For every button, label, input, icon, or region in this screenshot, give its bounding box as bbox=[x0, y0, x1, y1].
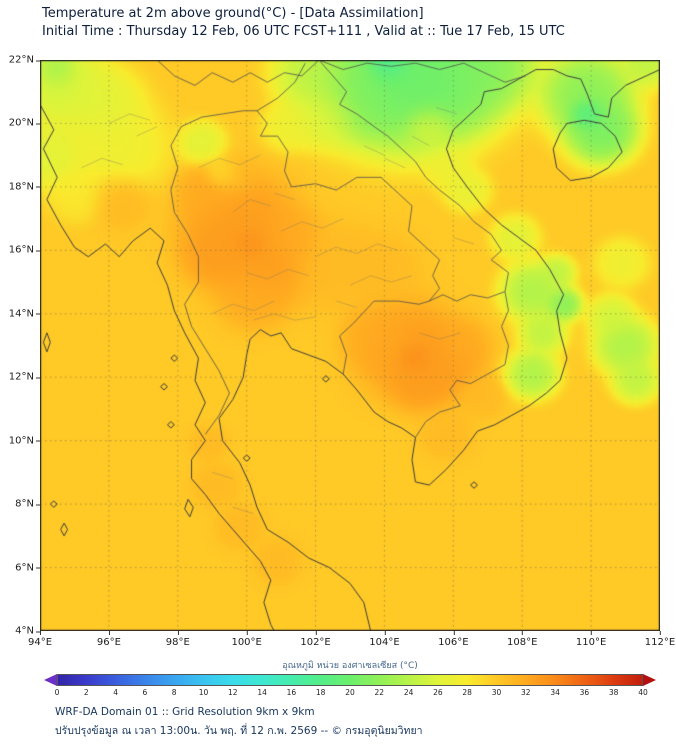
colorbar-tick-label: 14 bbox=[257, 688, 267, 697]
colorbar-tick-label: 4 bbox=[113, 688, 118, 697]
lon-axis-label: 102°E bbox=[300, 631, 331, 648]
lat-axis-label: 4°N bbox=[0, 626, 40, 637]
colorbar-tick-label: 36 bbox=[579, 688, 590, 697]
colorbar-tick-label: 12 bbox=[228, 688, 238, 697]
lon-axis-label: 96°E bbox=[96, 631, 121, 648]
lat-axis-label: 8°N bbox=[0, 499, 40, 510]
lon-axis-label: 104°E bbox=[369, 631, 400, 648]
colorbar-tick-label: 8 bbox=[171, 688, 177, 697]
colorbar-tick-label: 30 bbox=[491, 688, 502, 697]
colorbar-tick-label: 16 bbox=[286, 688, 297, 697]
lon-axis-label: 94°E bbox=[27, 631, 53, 648]
colorbar-tick-label: 6 bbox=[142, 688, 148, 697]
lat-axis-label: 20°N bbox=[0, 118, 40, 129]
lat-axis-label: 18°N bbox=[0, 181, 40, 192]
lon-axis-label: 100°E bbox=[231, 631, 262, 648]
colorbar-tick-label: 18 bbox=[315, 688, 326, 697]
lat-axis-label: 16°N bbox=[0, 245, 40, 256]
lat-axis-label: 6°N bbox=[0, 562, 40, 573]
colorbar-tick-label: 40 bbox=[638, 688, 648, 697]
colorbar-bar-row bbox=[44, 674, 656, 686]
colorbar-overflow-arrow-icon bbox=[643, 674, 656, 686]
colorbar-tick-label: 20 bbox=[345, 688, 355, 697]
colorbar-tick-label: 24 bbox=[403, 688, 414, 697]
colorbar-title: อุณหภูมิ หน่วย องศาเซลเซียส (°C) bbox=[282, 661, 418, 671]
colorbar-underflow-arrow-icon bbox=[44, 674, 57, 686]
page-title: Temperature at 2m above ground(°C) - [Da… bbox=[42, 6, 424, 21]
lon-axis-label: 108°E bbox=[507, 631, 538, 648]
page-subtitle: Initial Time : Thursday 12 Feb, 06 UTC F… bbox=[42, 24, 565, 39]
colorbar-tick-label: 34 bbox=[550, 688, 560, 697]
footer-update-info: ปรับปรุงข้อมูล ณ เวลา 13:00น. วัน พฤ. ที… bbox=[55, 725, 423, 737]
colorbar-gradient bbox=[57, 674, 643, 686]
colorbar: อุณหภูมิ หน่วย องศาเซลเซียส (°C) 0 2 4 6 8 10… bbox=[44, 658, 656, 699]
colorbar-tick-label: 2 bbox=[83, 688, 89, 697]
lon-axis-label: 112°E bbox=[644, 631, 676, 648]
colorbar-tick-label: 28 bbox=[462, 688, 472, 697]
colorbar-ticks: 0 2 4 6 8 10 12 14 16 18 20 22 24 26 28 30 32 34 36 38 40 bbox=[54, 688, 648, 699]
lon-axis-label: 98°E bbox=[165, 631, 190, 648]
lat-axis-label: 22°N bbox=[0, 55, 40, 66]
footer-domain-info: WRF-DA Domain 01 :: Grid Resolution 9km … bbox=[55, 706, 315, 718]
lat-axis-label: 12°N bbox=[0, 372, 40, 383]
lat-axis-label: 10°N bbox=[0, 435, 40, 446]
colorbar-tick-label: 0 bbox=[54, 688, 60, 697]
map-plot-area bbox=[40, 60, 660, 631]
colorbar-tick-label: 32 bbox=[521, 688, 531, 697]
colorbar-tick-label: 38 bbox=[608, 688, 619, 697]
colorbar-tick-label: 22 bbox=[374, 688, 385, 697]
colorbar-tick-label: 26 bbox=[433, 688, 443, 697]
lon-axis-label: 110°E bbox=[575, 631, 607, 648]
temperature-map-canvas bbox=[40, 60, 660, 631]
lon-axis-label: 106°E bbox=[438, 631, 469, 648]
colorbar-tick-label: 10 bbox=[198, 688, 209, 697]
lat-axis-label: 14°N bbox=[0, 308, 40, 319]
